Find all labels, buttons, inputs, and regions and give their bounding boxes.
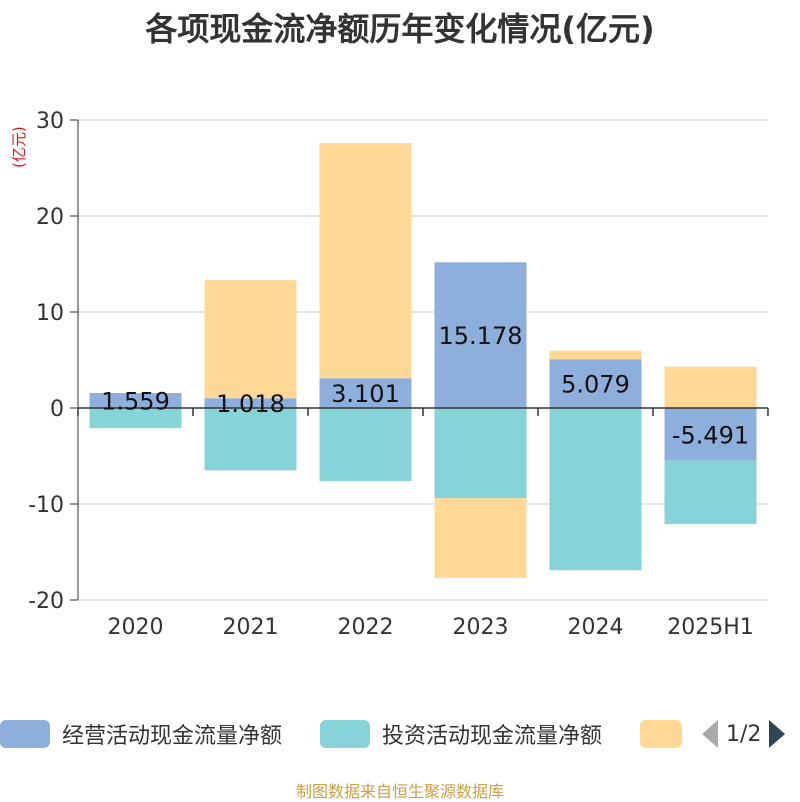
- data-label-operating-2023: 15.178: [439, 322, 523, 350]
- data-labels: 1.559 1.018 3.101 15.178 5.079 -5.491: [101, 322, 749, 449]
- data-label-operating-2022: 3.101: [331, 380, 400, 408]
- legend-label-investing: 投资活动现金流量净额: [382, 724, 603, 749]
- bar-investing-2025H1[interactable]: [664, 460, 757, 525]
- y-tick-label: 20: [36, 205, 64, 230]
- bar-investing-2023[interactable]: [434, 408, 527, 499]
- y-tick-label: 0: [50, 397, 64, 422]
- legend-page-indicator: 1/2: [726, 721, 762, 747]
- bar-financing-2021[interactable]: [204, 280, 297, 399]
- legend-item-operating[interactable]: 经营活动现金流量净额: [0, 716, 282, 752]
- bars: [89, 143, 757, 578]
- x-tick-label: 2021: [223, 615, 279, 640]
- bar-investing-2021[interactable]: [204, 408, 297, 471]
- bar-operating-2025H1[interactable]: [664, 408, 757, 461]
- legend-item-investing[interactable]: 投资活动现金流量净额: [320, 716, 602, 752]
- bar-financing-2024[interactable]: [549, 350, 642, 360]
- legend-item-financing[interactable]: [640, 716, 682, 752]
- legend-swatch-investing: [320, 720, 370, 748]
- bar-operating-2022[interactable]: [319, 378, 412, 408]
- grid-lines: [78, 119, 768, 601]
- bar-operating-2020[interactable]: [89, 393, 182, 408]
- bar-investing-2024[interactable]: [549, 408, 642, 571]
- x-tick-label: 2020: [108, 615, 164, 640]
- data-label-operating-2024: 5.079: [561, 371, 630, 399]
- legend-label-operating: 经营活动现金流量净额: [62, 724, 283, 749]
- bar-operating-2023[interactable]: [434, 262, 527, 408]
- y-tick-label: -20: [28, 589, 64, 614]
- legend-prev-page-icon[interactable]: [700, 720, 720, 748]
- bar-financing-2022[interactable]: [319, 143, 412, 379]
- bar-operating-2024[interactable]: [549, 359, 642, 408]
- x-tick-label: 2022: [338, 615, 394, 640]
- bar-operating-2021[interactable]: [204, 398, 297, 408]
- data-source-note: 制图数据来自恒生聚源数据库: [295, 782, 504, 801]
- bar-investing-2020[interactable]: [89, 408, 182, 429]
- bar-financing-2025H1[interactable]: [664, 366, 757, 408]
- legend: 经营活动现金流量净额 投资活动现金流量净额 1/2: [0, 716, 800, 752]
- chart-title: 各项现金流净额历年变化情况(亿元): [145, 10, 655, 48]
- x-tick-label: 2025H1: [667, 615, 754, 640]
- y-tick-label: 30: [36, 109, 64, 134]
- x-tick-label: 2024: [568, 615, 624, 640]
- bar-financing-2023[interactable]: [434, 498, 527, 578]
- data-label-operating-2021: 1.018: [216, 390, 285, 418]
- y-tick-label: 10: [36, 301, 64, 326]
- axes: -20 -10 0 10 20 30 2020 2021 2022 2023 2024 2025H1: [28, 109, 769, 640]
- bar-investing-2022[interactable]: [319, 408, 412, 481]
- x-tick-label: 2023: [453, 615, 509, 640]
- data-label-operating-2025H1: -5.491: [672, 421, 749, 449]
- legend-swatch-operating: [0, 720, 50, 748]
- legend-next-page-icon[interactable]: [767, 720, 787, 748]
- legend-pager: 1/2: [700, 716, 787, 752]
- y-tick-label: -10: [28, 493, 64, 518]
- data-label-operating-2020: 1.559: [101, 388, 170, 416]
- legend-swatch-financing: [640, 720, 682, 748]
